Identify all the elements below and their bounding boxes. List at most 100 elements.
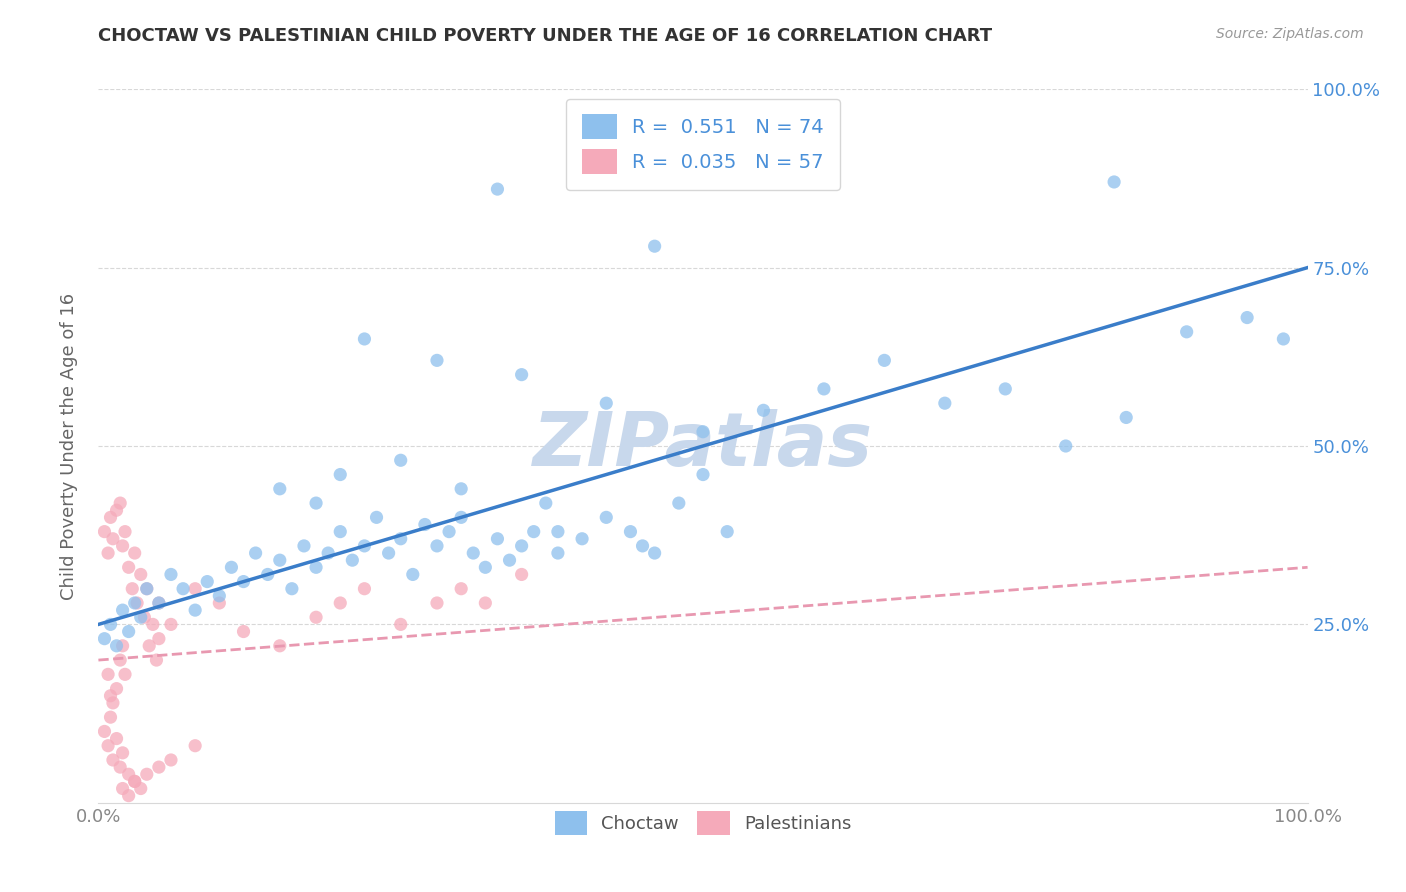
Point [145,653,167,667]
Point [129,781,152,796]
Text: ZIPatlas: ZIPatlas [533,409,873,483]
Point [135,767,157,781]
Point [124,774,146,789]
Point [716,524,738,539]
Point [97,546,120,560]
Point [101,532,124,546]
Point [474,596,496,610]
Point [752,403,775,417]
Point [437,524,460,539]
Point [118,789,141,803]
Point [510,567,533,582]
Point [245,546,267,560]
Point [644,239,666,253]
Point [305,560,328,574]
Point [101,753,124,767]
Point [595,396,617,410]
Point [134,610,156,624]
Point [534,496,557,510]
Point [148,596,170,610]
Point [281,582,304,596]
Point [292,539,315,553]
Point [135,582,157,596]
Point [510,539,533,553]
Point [366,510,388,524]
Point [402,567,425,582]
Point [93,524,115,539]
Point [93,724,115,739]
Point [184,603,207,617]
Point [450,582,472,596]
Point [1175,325,1198,339]
Point [129,567,152,582]
Point [305,496,328,510]
Point [571,532,593,546]
Point [426,539,449,553]
Point [377,546,399,560]
Point [389,617,412,632]
Point [100,510,122,524]
Point [124,546,146,560]
Point [124,596,146,610]
Point [595,510,617,524]
Point [221,560,243,574]
Point [105,503,128,517]
Point [184,739,207,753]
Point [426,353,449,368]
Point [148,596,170,610]
Point [232,574,254,589]
Point [138,639,160,653]
Y-axis label: Child Poverty Under the Age of 16: Child Poverty Under the Age of 16 [59,293,77,599]
Point [160,753,183,767]
Point [118,624,141,639]
Point [111,639,134,653]
Point [93,632,115,646]
Point [118,560,141,574]
Point [111,539,134,553]
Point [1115,410,1137,425]
Point [644,546,666,560]
Point [195,574,218,589]
Point [692,425,714,439]
Point [269,553,291,567]
Point [523,524,546,539]
Point [118,767,141,781]
Point [486,532,509,546]
Point [108,496,131,510]
Point [873,353,896,368]
Point [124,774,146,789]
Point [142,617,165,632]
Point [114,667,136,681]
Point [813,382,835,396]
Point [450,510,472,524]
Point [692,467,714,482]
Point [108,653,131,667]
Text: Source: ZipAtlas.com: Source: ZipAtlas.com [1216,27,1364,41]
Text: CHOCTAW VS PALESTINIAN CHILD POVERTY UNDER THE AGE OF 16 CORRELATION CHART: CHOCTAW VS PALESTINIAN CHILD POVERTY UND… [98,27,993,45]
Point [353,539,375,553]
Point [111,781,134,796]
Point [111,746,134,760]
Point [208,589,231,603]
Point [547,546,569,560]
Point [105,731,128,746]
Point [486,182,509,196]
Point [1236,310,1258,325]
Point [108,760,131,774]
Point [329,524,352,539]
Point [269,639,291,653]
Point [389,532,412,546]
Point [148,632,170,646]
Point [101,696,124,710]
Point [105,681,128,696]
Point [316,546,339,560]
Point [148,760,170,774]
Point [353,332,375,346]
Point [1102,175,1125,189]
Point [160,567,183,582]
Point [100,689,122,703]
Point [668,496,690,510]
Point [994,382,1017,396]
Point [97,667,120,681]
Point [619,524,641,539]
